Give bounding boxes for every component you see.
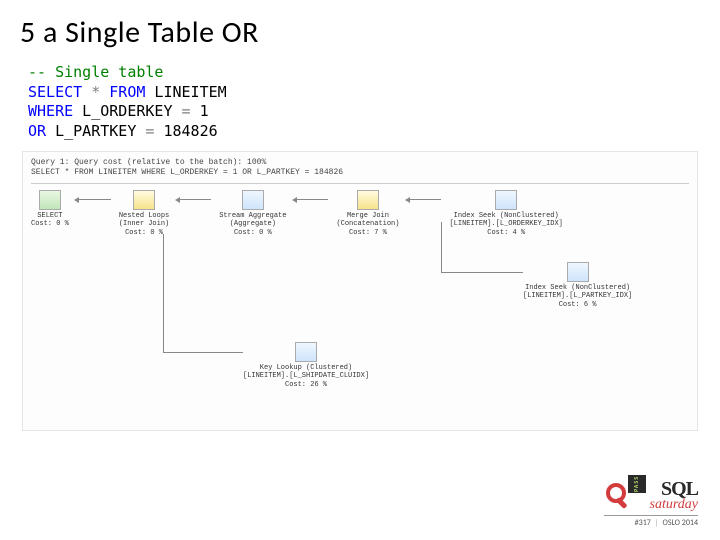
execution-plan-panel: Query 1: Query cost (relative to the bat… xyxy=(22,151,698,431)
plan-label: Index Seek (NonClustered) xyxy=(525,284,630,292)
event-location: OSLO 2014 xyxy=(663,518,698,528)
plan-cost: Cost: 0 % xyxy=(125,229,163,237)
logo-saturday-text: saturday xyxy=(650,497,698,513)
plan-cost: Cost: 0 % xyxy=(234,229,272,237)
plan-label: Nested Loops xyxy=(119,212,169,220)
sql-val-1: 1 xyxy=(191,102,209,120)
plan-label: Key Lookup (Clustered) xyxy=(260,364,352,372)
plan-op-key-lookup: Key Lookup (Clustered) [LINEITEM].[L_SHI… xyxy=(243,342,369,389)
plan-connector xyxy=(163,352,243,353)
plan-arrow xyxy=(292,190,330,210)
plan-cost: Cost: 6 % xyxy=(559,301,597,309)
plan-op-index-seek-2: Index Seek (NonClustered) [LINEITEM].[L_… xyxy=(523,262,632,309)
sql-or-kw: OR xyxy=(28,122,46,140)
plan-sublabel: [LINEITEM].[L_PARTKEY_IDX] xyxy=(523,292,632,300)
pass-badge: PASS xyxy=(628,475,646,493)
plan-sub-row-lookup: Key Lookup (Clustered) [LINEITEM].[L_SHI… xyxy=(243,342,423,389)
plan-arrow xyxy=(175,190,213,210)
plan-sublabel: [LINEITEM].[L_ORDERKEY_IDX] xyxy=(449,220,562,228)
nested-loops-icon xyxy=(133,190,155,210)
plan-cost: Cost: 0 % xyxy=(31,220,69,228)
stream-aggregate-icon xyxy=(242,190,264,210)
merge-join-icon xyxy=(357,190,379,210)
sql-table: LINEITEM xyxy=(145,83,226,101)
plan-header-line1: Query 1: Query cost (relative to the bat… xyxy=(31,158,689,168)
event-number: #317 xyxy=(635,518,651,528)
sql-col-partkey: L_PARTKEY xyxy=(46,122,145,140)
plan-connector xyxy=(441,222,442,272)
sql-val-184826: 184826 xyxy=(154,122,217,140)
plan-label: Index Seek (NonClustered) xyxy=(454,212,559,220)
sql-col-orderkey: L_ORDERKEY xyxy=(73,102,181,120)
logo-mark: PASS xyxy=(604,475,646,513)
plan-sublabel: (Aggregate) xyxy=(230,220,276,228)
plan-op-merge-join: Merge Join (Concatenation) Cost: 7 % xyxy=(336,190,399,237)
sql-star: * xyxy=(82,83,109,101)
sql-saturday-logo: PASS SQL saturday xyxy=(604,475,698,513)
plan-op-stream-aggregate: Stream Aggregate (Aggregate) Cost: 0 % xyxy=(219,190,286,237)
plan-op-select: SELECT Cost: 0 % xyxy=(31,190,69,229)
sql-select-kw: SELECT xyxy=(28,83,82,101)
plan-connector xyxy=(163,234,164,352)
select-icon xyxy=(39,190,61,210)
plan-header: Query 1: Query cost (relative to the bat… xyxy=(31,158,689,184)
index-seek-icon xyxy=(495,190,517,210)
sql-comment: -- Single table xyxy=(28,63,163,81)
plan-label: Merge Join xyxy=(347,212,389,220)
slide-title: 5 a Single Table OR xyxy=(0,0,720,59)
magnifier-icon xyxy=(606,483,626,503)
plan-op-nested-loops: Nested Loops (Inner Join) Cost: 0 % xyxy=(119,190,169,237)
plan-arrow xyxy=(75,190,113,210)
plan-op-index-seek-1: Index Seek (NonClustered) [LINEITEM].[L_… xyxy=(449,190,562,237)
plan-sublabel: [LINEITEM].[L_SHIPDATE_CLUIDX] xyxy=(243,372,369,380)
plan-cost: Cost: 4 % xyxy=(487,229,525,237)
pass-text: PASS xyxy=(633,476,641,492)
sql-eq: = xyxy=(182,102,191,120)
plan-arrow xyxy=(405,190,443,210)
plan-sub-row-seek2: Index Seek (NonClustered) [LINEITEM].[L_… xyxy=(523,262,673,309)
plan-cost: Cost: 26 % xyxy=(285,381,327,389)
plan-header-line2: SELECT * FROM LINEITEM WHERE L_ORDERKEY … xyxy=(31,168,689,178)
sql-where-kw: WHERE xyxy=(28,102,73,120)
sql-from-kw: FROM xyxy=(109,83,145,101)
plan-sublabel: (Inner Join) xyxy=(119,220,169,228)
logo-text: SQL saturday xyxy=(650,478,698,513)
plan-label: SELECT xyxy=(37,212,62,220)
key-lookup-icon xyxy=(295,342,317,362)
plan-cost: Cost: 7 % xyxy=(349,229,387,237)
index-seek-icon xyxy=(567,262,589,282)
logo-event-line: #317 | OSLO 2014 xyxy=(604,515,698,528)
plan-sublabel: (Concatenation) xyxy=(336,220,399,228)
logo-area: PASS SQL saturday #317 | OSLO 2014 xyxy=(604,475,698,528)
plan-label: Stream Aggregate xyxy=(219,212,286,220)
plan-main-row: SELECT Cost: 0 % Nested Loops (Inner Joi… xyxy=(31,190,689,237)
plan-connector xyxy=(441,272,523,273)
sql-code-block: -- Single table SELECT * FROM LINEITEM W… xyxy=(0,59,720,141)
